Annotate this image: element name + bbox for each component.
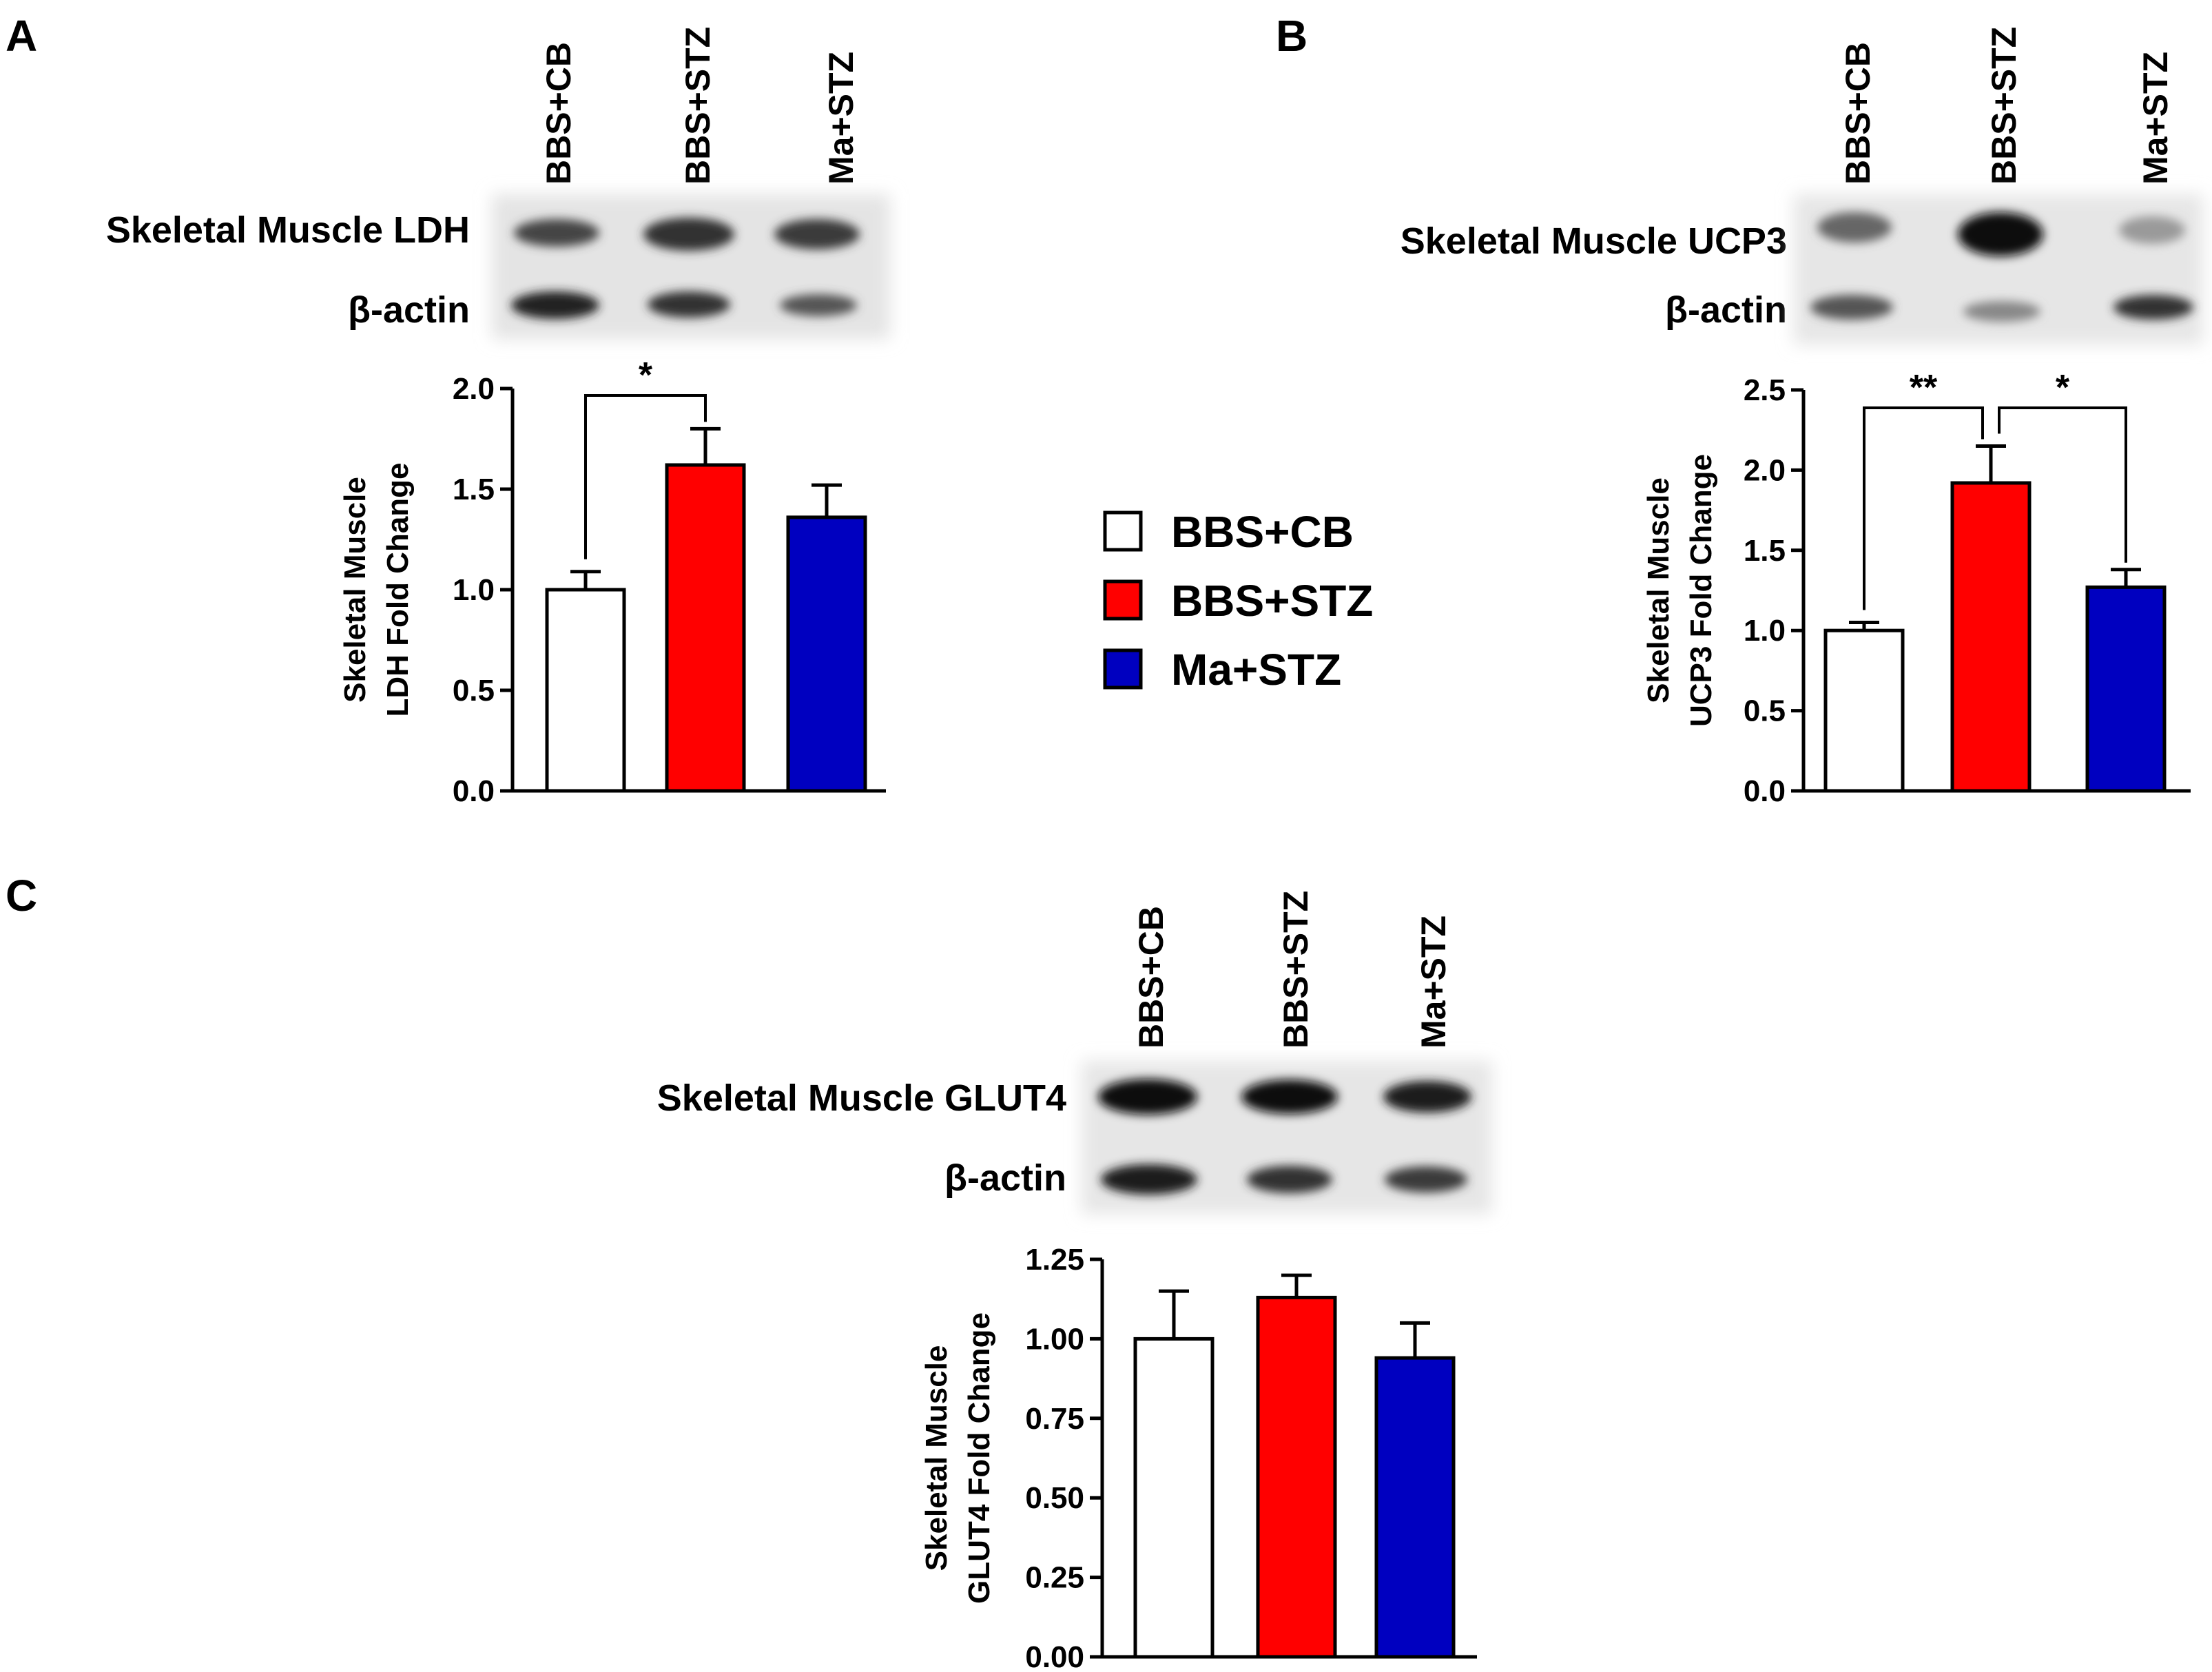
blot-band <box>514 219 599 247</box>
lane-label: BBS+CB <box>1839 42 1877 185</box>
blot-c: BBS+CB BBS+STZ Ma+STZ Skeletal Muscle GL… <box>657 891 1492 1214</box>
chart-a-ldh: 0.0 0.5 1.0 1.5 2.0 Skeletal Muscle LDH Fold C… <box>338 355 886 808</box>
y-tick-label: 0.0 <box>1744 774 1786 808</box>
legend-label: BBS+CB <box>1171 507 1354 557</box>
blot-target-label: Skeletal Muscle GLUT4 <box>657 1077 1066 1119</box>
blot-control-label: β-actin <box>348 289 470 331</box>
legend-label: BBS+STZ <box>1171 576 1373 626</box>
legend-label: Ma+STZ <box>1171 645 1341 694</box>
legend: BBS+CB BBS+STZ Ma+STZ <box>1103 507 1373 694</box>
y-axis-label: LDH Fold Change <box>381 462 415 716</box>
blot-band <box>643 218 734 251</box>
y-axis-label: UCP3 Fold Change <box>1684 454 1718 727</box>
blot-band <box>1963 301 2040 322</box>
bar <box>1374 1356 1456 1659</box>
significance-bracket <box>1863 406 1984 610</box>
blot-band <box>780 294 857 316</box>
lane-label: Ma+STZ <box>822 52 860 185</box>
lane-label: BBS+STZ <box>1276 891 1315 1049</box>
significance-label: * <box>639 355 653 395</box>
blot-band <box>1247 1166 1332 1193</box>
y-tick-label: 0.5 <box>453 674 495 708</box>
panel-label-a: A <box>6 11 37 61</box>
blot-band <box>1385 1166 1467 1193</box>
blot-band <box>1241 1080 1338 1114</box>
blot-a: BBS+CB BBS+STZ Ma+STZ Skeletal Muscle LD… <box>106 27 890 339</box>
bar <box>1950 481 2032 793</box>
y-tick-label: 2.0 <box>1744 453 1786 487</box>
blot-control-label: β-actin <box>1665 289 1787 331</box>
chart-c-glut4: 0.00 0.25 0.50 0.75 1.00 1.25 Skeletal Muscle G… <box>920 1243 1477 1672</box>
lane-label: BBS+CB <box>1132 906 1170 1049</box>
y-axis-label: Skeletal Muscle <box>920 1345 953 1571</box>
blot-band <box>1958 212 2043 256</box>
significance-label: * <box>2056 368 2070 408</box>
y-tick-label: 0.75 <box>1025 1402 1084 1436</box>
y-tick-label: 1.5 <box>453 473 495 506</box>
blot-band <box>1817 212 1892 242</box>
legend-swatch-ma-stz <box>1103 648 1143 690</box>
y-tick-label: 0.50 <box>1025 1481 1084 1515</box>
y-tick-label: 1.5 <box>1744 534 1786 568</box>
bar <box>665 463 746 793</box>
blot-band <box>774 219 860 249</box>
blot-band <box>511 291 599 319</box>
lane-label: Ma+STZ <box>2136 52 2175 185</box>
lane-label: BBS+CB <box>539 42 578 185</box>
blot-band <box>2113 295 2193 320</box>
bar <box>545 588 626 793</box>
legend-swatch-bbs-cb <box>1103 510 1143 552</box>
blot-band <box>1383 1081 1471 1113</box>
y-tick-label: 1.0 <box>1744 614 1786 648</box>
bar <box>1256 1295 1337 1659</box>
lane-label: BBS+STZ <box>679 27 717 185</box>
blot-band <box>648 291 730 318</box>
panel-label-c: C <box>6 871 37 920</box>
bar <box>1133 1336 1214 1659</box>
y-tick-label: 0.00 <box>1025 1640 1084 1672</box>
panel-label-b: B <box>1276 11 1307 61</box>
bar <box>2085 585 2167 793</box>
lane-label: BBS+STZ <box>1985 27 2023 185</box>
blot-target-label: Skeletal Muscle UCP3 <box>1400 220 1787 262</box>
blot-control-label: β-actin <box>944 1157 1066 1199</box>
y-tick-label: 1.00 <box>1025 1322 1084 1356</box>
blot-band <box>1098 1079 1197 1115</box>
blot-band <box>2119 216 2185 244</box>
y-tick-label: 2.0 <box>453 372 495 406</box>
significance-label: ** <box>1910 368 1938 408</box>
y-axis-label: Skeletal Muscle <box>1642 477 1675 703</box>
y-tick-label: 0.25 <box>1025 1561 1084 1595</box>
y-axis-label: GLUT4 Fold Change <box>962 1312 996 1604</box>
significance-bracket <box>584 394 707 559</box>
y-tick-label: 0.0 <box>453 774 495 808</box>
bar <box>786 515 867 793</box>
y-tick-label: 2.5 <box>1744 373 1786 407</box>
blot-band <box>1101 1164 1197 1195</box>
blot-b: BBS+CB BBS+STZ Ma+STZ Skeletal Muscle UC… <box>1400 27 2203 344</box>
y-tick-label: 1.0 <box>453 573 495 607</box>
y-tick-label: 0.5 <box>1744 694 1786 728</box>
lane-label: Ma+STZ <box>1414 916 1453 1049</box>
y-tick-label: 1.25 <box>1025 1243 1084 1277</box>
blot-band <box>1810 295 1893 320</box>
bar <box>1823 628 1905 793</box>
blot-target-label: Skeletal Muscle LDH <box>106 209 470 251</box>
legend-swatch-bbs-stz <box>1103 579 1143 621</box>
y-axis-label: Skeletal Muscle <box>338 477 372 703</box>
significance-bracket <box>1998 406 2127 563</box>
chart-b-ucp3: 0.0 0.5 1.0 1.5 2.0 2.5 Skeletal Muscle UCP3 Fo… <box>1642 368 2191 808</box>
